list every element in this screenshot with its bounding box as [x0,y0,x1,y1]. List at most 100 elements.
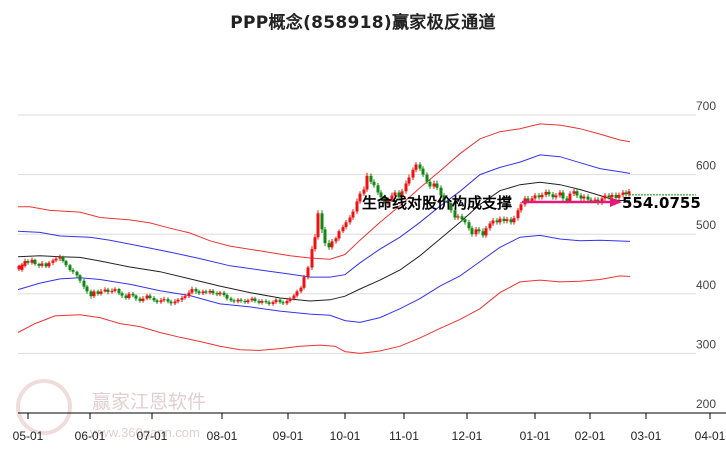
candle [169,301,173,304]
candle [310,249,314,268]
candle [44,263,48,267]
candle [509,219,513,223]
candle [400,191,404,198]
candle [103,289,107,292]
candle [155,300,159,303]
candle [23,261,27,266]
candle [127,293,131,298]
x-tick-label: 07-01 [137,429,168,443]
candle [257,300,261,303]
candle [113,289,117,291]
x-tick-label: 11-01 [389,429,419,443]
candle [404,183,408,192]
y-tick-label: 200 [696,397,716,411]
candle [484,228,488,236]
candle [582,196,586,199]
candle [194,289,198,292]
candle [145,295,149,299]
candle [418,164,422,169]
candle [376,185,380,193]
candle [232,300,236,302]
candle [516,210,520,219]
candle [267,302,271,304]
arrow-head-icon [610,196,622,207]
chart-title: PPP概念(858918)赢家极反通道 [230,13,496,33]
band-mid [17,181,631,302]
candle [229,298,233,301]
candle [575,191,579,196]
candle [453,210,457,218]
candle [554,195,558,198]
candle [439,187,443,196]
channel-bands [17,123,631,354]
candle [61,256,65,262]
candle [334,238,338,242]
candle [355,201,359,212]
y-tick-label: 300 [696,337,716,351]
candle [446,201,450,204]
candle [369,175,373,182]
candle [166,299,170,302]
candle [365,175,369,190]
candle [243,300,247,303]
candle [467,222,471,229]
candle [218,292,222,295]
candle [379,192,383,198]
annotation-overlay: 生命线对股价构成支撑 554.0755 [362,194,701,212]
candle [498,218,502,223]
candle [614,194,618,198]
candle [134,295,138,299]
candle [40,263,44,266]
candle [519,204,523,211]
candle [470,228,474,235]
candle [593,199,597,201]
candle [351,211,355,218]
candle [190,289,194,293]
candle [627,191,631,195]
candle [106,289,110,293]
candle [211,290,215,294]
x-tick-label: 02-01 [575,429,606,443]
candle [572,191,576,194]
candle [173,301,177,304]
candle [78,275,82,281]
candle [372,181,376,186]
annotation-text: 生命线对股价构成支撑 [362,194,512,212]
candle [20,264,24,270]
candle [271,302,275,304]
candle [488,223,492,229]
support-value-label: 554.0755 [622,194,701,212]
candle [159,300,163,303]
candle [603,195,607,199]
candle [285,300,289,304]
candle [390,195,394,200]
candle [288,298,292,301]
y-tick-label: 700 [696,99,716,113]
candle [428,181,432,187]
candle [411,169,415,178]
candle [586,196,590,200]
candle [295,291,299,296]
x-tick-label: 04-01 [695,429,726,443]
candle [449,203,453,211]
candle [152,297,156,301]
watermark-seal-icon [16,379,72,435]
candle [495,220,499,223]
candlesticks [17,162,631,306]
x-tick-label: 06-01 [75,429,106,443]
candle [117,289,121,294]
candle [425,174,429,182]
candle [33,259,37,264]
x-tick-label: 10-01 [330,429,361,443]
candle [414,164,418,170]
candle [621,192,625,195]
y-axis-ticks: 200 300 400 500 600 700 [696,99,716,411]
candle [17,265,21,270]
x-tick-label: 09-01 [273,429,304,443]
candle [222,292,226,295]
candle [589,199,593,201]
candle [526,198,530,201]
candle [327,243,331,248]
candle [337,231,341,239]
